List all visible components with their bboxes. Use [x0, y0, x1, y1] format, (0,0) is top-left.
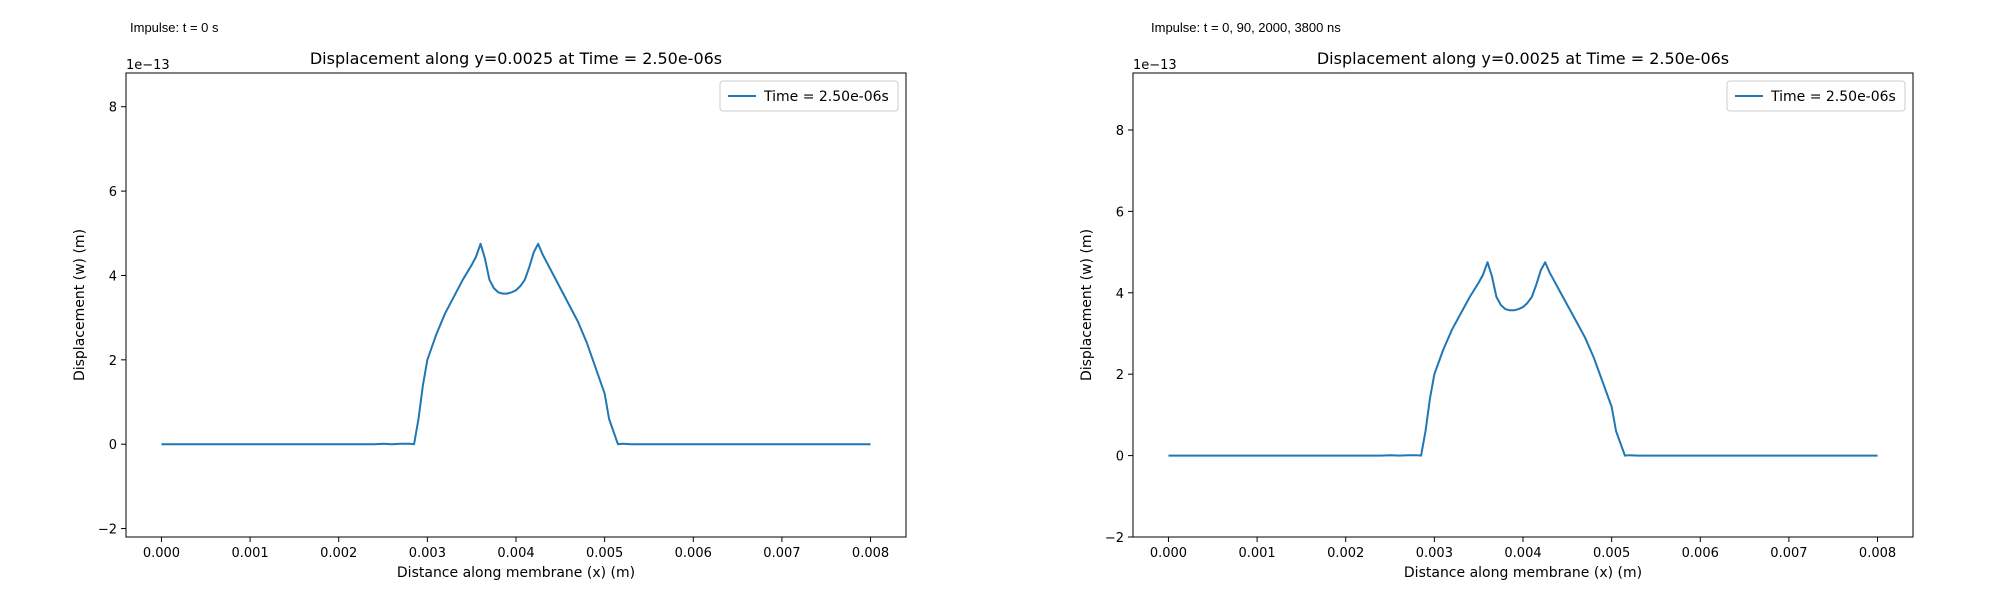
plot-frame: [125, 72, 907, 538]
x-tick-label: 0.002: [320, 546, 357, 561]
x-tick-label: 0.007: [763, 546, 800, 561]
y-tick-label: 6: [1116, 205, 1124, 220]
series-line-0: [1168, 261, 1878, 457]
x-tick-label: 0.005: [586, 546, 623, 561]
chart-0: Displacement along y=0.0025 at Time = 2.…: [72, 49, 907, 581]
y-tick-label: 4: [109, 269, 117, 284]
legend: Time = 2.50e-06s: [719, 80, 899, 112]
x-tick-label: 0.000: [1150, 546, 1187, 561]
chart-title: Displacement along y=0.0025 at Time = 2.…: [1317, 49, 1729, 68]
legend: Time = 2.50e-06s: [1726, 80, 1906, 112]
panel-caption-left: Impulse: t = 0 s: [130, 20, 219, 35]
x-tick-label: 0.001: [1238, 546, 1275, 561]
x-tick-label: 0.008: [1859, 546, 1896, 561]
x-tick-label: 0.006: [675, 546, 712, 561]
legend-box: [719, 80, 899, 112]
x-tick-label: 0.003: [1416, 546, 1453, 561]
x-axis-label: Distance along membrane (x) (m): [397, 565, 635, 581]
x-tick-label: 0.003: [409, 546, 446, 561]
chart-title: Displacement along y=0.0025 at Time = 2.…: [310, 49, 722, 68]
plot-frame: [1132, 72, 1914, 538]
y-tick-label: 0: [1116, 450, 1124, 465]
y-axis-label: Displacement (w) (m): [72, 229, 88, 381]
y-tick-label: 8: [109, 101, 117, 116]
chart-1: Displacement along y=0.0025 at Time = 2.…: [1079, 49, 1914, 581]
y-tick-label: 0: [109, 438, 117, 453]
legend-label: Time = 2.50e-06s: [763, 89, 889, 105]
y-tick-label: 2: [1116, 368, 1124, 383]
x-tick-label: 0.006: [1682, 546, 1719, 561]
y-tick-label: 2: [109, 354, 117, 369]
legend-label: Time = 2.50e-06s: [1770, 89, 1896, 105]
x-tick-label: 0.004: [497, 546, 534, 561]
legend-box: [1726, 80, 1906, 112]
panel-caption-right: Impulse: t = 0, 90, 2000, 3800 ns: [1151, 20, 1341, 35]
x-tick-label: 0.002: [1327, 546, 1364, 561]
x-tick-label: 0.005: [1593, 546, 1630, 561]
x-axis-label: Distance along membrane (x) (m): [1404, 565, 1642, 581]
y-tick-label: 6: [109, 185, 117, 200]
x-tick-label: 0.001: [231, 546, 268, 561]
y-offset-label: 1e−13: [126, 58, 170, 73]
x-tick-label: 0.008: [852, 546, 889, 561]
x-tick-label: 0.004: [1504, 546, 1541, 561]
series-line-0: [161, 242, 871, 446]
y-tick-label: −2: [98, 523, 117, 538]
x-tick-label: 0.007: [1770, 546, 1807, 561]
y-axis-label: Displacement (w) (m): [1079, 229, 1095, 381]
y-tick-label: 4: [1116, 287, 1124, 302]
y-tick-label: 8: [1116, 124, 1124, 139]
y-offset-label: 1e−13: [1133, 58, 1177, 73]
x-tick-label: 0.000: [143, 546, 180, 561]
y-tick-label: −2: [1105, 531, 1124, 546]
